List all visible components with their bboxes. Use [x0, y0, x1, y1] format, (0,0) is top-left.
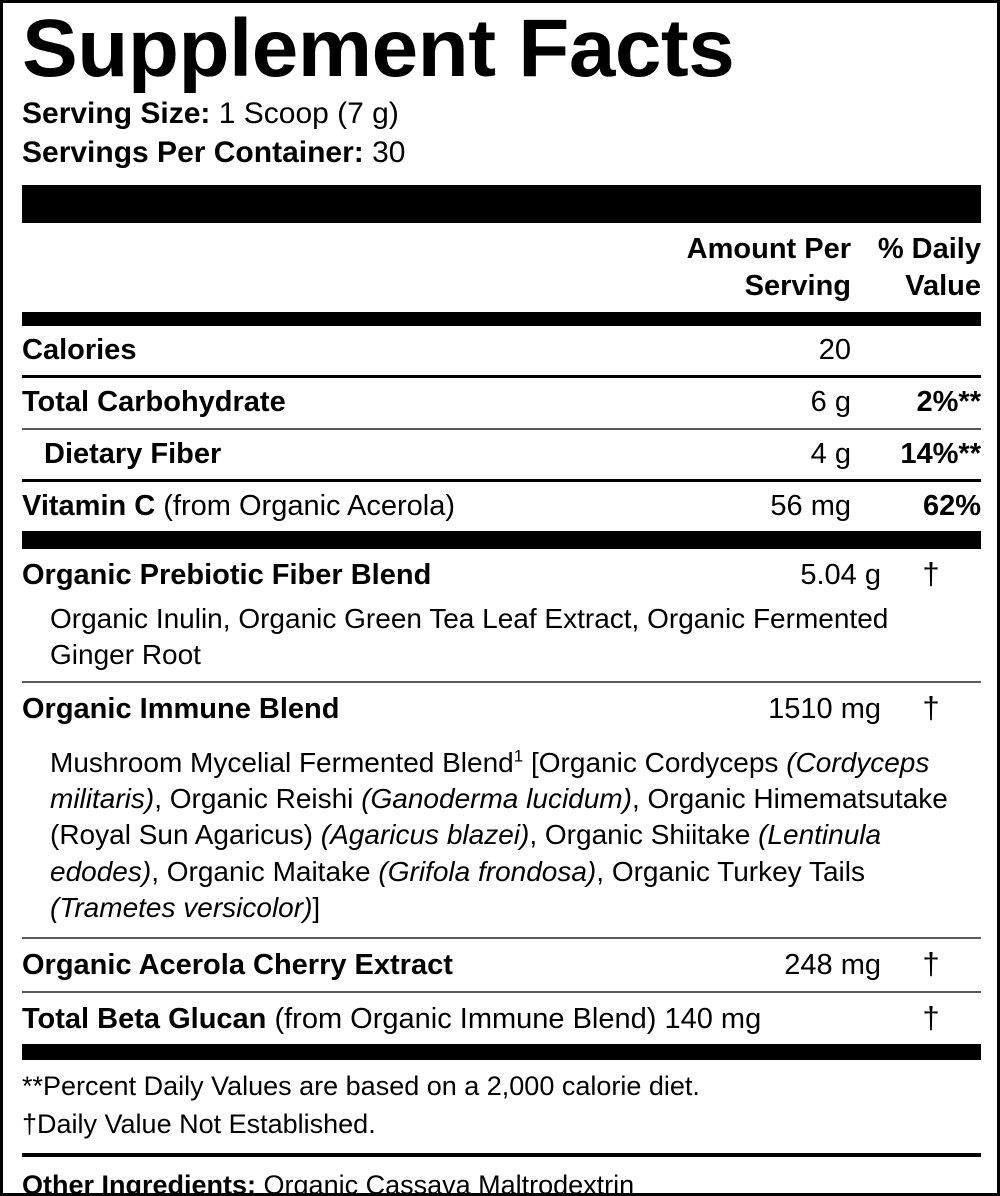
serving-size-label: Serving Size:: [22, 97, 211, 131]
dagger-icon: †: [922, 689, 940, 725]
divider-bottom: [22, 1152, 981, 1157]
footnote-dv-not-established: †Daily Value Not Established.: [22, 1108, 376, 1139]
divider-section: [22, 531, 981, 550]
dagger-icon: †: [922, 945, 940, 981]
nutrient-name: Dietary Fiber: [44, 437, 222, 470]
table-row-immune-blend: Organic Immune Blend 1510 mg †: [22, 683, 981, 735]
amount-per-serving-header: Amount Per Serving: [686, 232, 851, 303]
nutrient-amount: 4 g: [810, 437, 851, 470]
blend-amount: 5.04 g: [800, 559, 881, 592]
dagger-icon: †: [922, 556, 940, 592]
serving-info: Serving Size: 1 Scoop (7 g) Servings Per…: [22, 95, 981, 172]
column-headers: Amount Per Serving % Daily Value: [22, 223, 981, 312]
nutrient-name: Vitamin C (from Organic Acerola): [22, 489, 455, 522]
serving-size-line: Serving Size: 1 Scoop (7 g): [22, 95, 981, 134]
footnotes: **Percent Daily Values are based on a 2,…: [22, 1060, 981, 1153]
nutrient-name: Total Carbohydrate: [22, 386, 286, 419]
nutrient-dv: 2%**: [916, 386, 982, 419]
nutrient-amount: 6 g: [810, 386, 851, 419]
prebiotic-ingredients: Organic Inulin, Organic Green Tea Leaf E…: [50, 603, 889, 670]
mushroom-species-list: [Organic Cordyceps (Cordyceps militaris)…: [50, 747, 948, 924]
row-divider: [22, 936, 981, 939]
blend-amount: 1510 mg: [768, 692, 881, 725]
table-row-total-carbohydrate: Total Carbohydrate 6 g 2%**: [22, 378, 981, 427]
beta-glucan-qualifier: (from Organic Immune Blend) 140 mg: [274, 1002, 762, 1035]
mushroom-blend-label: Mushroom Mycelial Fermented Blend: [50, 746, 514, 778]
species-common-name: , Organic Maitake: [151, 855, 379, 887]
blend-amount: 248 mg: [784, 948, 881, 981]
species-common-name: [Organic Cordyceps: [523, 746, 787, 778]
species-common-name: , Organic Shiitake: [529, 819, 759, 851]
species-latin-name: (Lentinula edodes): [50, 819, 882, 887]
nutrient-amount: 20: [818, 334, 851, 367]
nutrient-name: Calories: [22, 334, 137, 367]
daily-value-header: % Daily Value: [877, 232, 981, 303]
blend-name: Organic Prebiotic Fiber Blend: [22, 559, 432, 592]
divider-thick-top: [22, 184, 981, 223]
table-row-total-beta-glucan: Total Beta Glucan (from Organic Immune B…: [22, 993, 981, 1045]
serving-size-value: 1 Scoop (7 g): [218, 97, 399, 131]
species-common-name: , Organic Reishi: [154, 783, 362, 815]
panel-title: Supplement Facts: [22, 3, 735, 94]
table-row-dietary-fiber: Dietary Fiber 4 g 14%**: [22, 430, 981, 479]
servings-per-container-label: Servings Per Container:: [22, 136, 364, 170]
table-row-acerola-cherry-extract: Organic Acerola Cherry Extract 248 mg †: [22, 939, 981, 991]
table-row-calories: Calories 20: [22, 326, 981, 375]
servings-per-container-value: 30: [372, 136, 406, 170]
other-ingredients-label: Other Ingredients:: [22, 1169, 257, 1196]
species-latin-name: (Ganoderma lucidum): [361, 783, 632, 815]
bottom-section: Other Ingredients: Organic Cassava Maltr…: [22, 1157, 981, 1196]
species-latin-name: (Cordyceps militaris): [50, 746, 930, 815]
nutrient-dv: 14%**: [900, 437, 981, 470]
immune-blend-ingredients: Mushroom Mycelial Fermented Blend1 [Orga…: [50, 735, 975, 937]
row-divider: [22, 990, 981, 993]
dagger-icon: †: [922, 999, 940, 1035]
species-common-name: , Organic Himematsutake (Royal Sun Agari…: [50, 783, 948, 851]
blend-name: Organic Acerola Cherry Extract: [22, 948, 453, 981]
table-row-prebiotic-fiber-blend: Organic Prebiotic Fiber Blend 5.04 g †: [22, 549, 981, 601]
servings-per-container-line: Servings Per Container: 30: [22, 134, 981, 173]
other-ingredients-line: Other Ingredients: Organic Cassava Maltr…: [22, 1167, 981, 1196]
divider-footnotes: [22, 1044, 981, 1061]
divider-medium: [22, 312, 981, 327]
row-divider: [22, 427, 981, 430]
species-common-name: , Organic Turkey Tails: [596, 855, 865, 887]
species-latin-name: (Agaricus blazei): [320, 819, 530, 851]
footnote-marker-1: 1: [513, 746, 524, 766]
blend-name: Organic Immune Blend: [22, 692, 340, 725]
nutrient-amount: 56 mg: [770, 489, 851, 522]
footnote-percent-daily-value: **Percent Daily Values are based on a 2,…: [22, 1071, 700, 1102]
species-common-name: ]: [312, 892, 321, 924]
species-latin-name: (Trametes versicolor): [50, 892, 313, 924]
row-divider: [22, 375, 981, 379]
blend-name: Total Beta Glucan (from Organic Immune B…: [22, 1002, 762, 1035]
nutrient-qualifier: (from Organic Acerola): [163, 489, 455, 522]
row-divider: [22, 680, 981, 683]
row-divider: [22, 478, 981, 482]
nutrient-dv: 62%: [922, 489, 981, 522]
table-row-vitamin-c: Vitamin C (from Organic Acerola) 56 mg 6…: [22, 482, 981, 531]
species-latin-name: (Grifola frondosa): [378, 855, 597, 887]
other-ingredients-value: Organic Cassava Maltrodextrin: [263, 1169, 635, 1196]
